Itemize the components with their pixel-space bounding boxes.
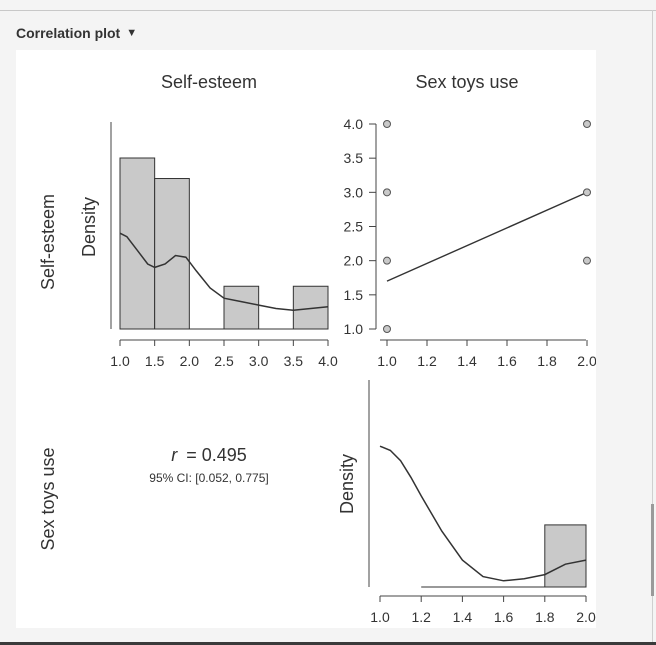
scatter-point xyxy=(583,120,591,128)
x-tick-label: 1.5 xyxy=(145,353,165,369)
plot-area: Self-esteem Sex toys use Self-esteem Sex… xyxy=(16,50,596,628)
y-tick-label: 1.0 xyxy=(344,321,364,337)
x-tick-label: 3.0 xyxy=(249,353,269,369)
scatter-point xyxy=(383,188,391,197)
x-tick-label: 3.5 xyxy=(284,353,304,369)
density-label-self-esteem: Density xyxy=(79,197,99,257)
y-tick-label: 1.5 xyxy=(344,287,364,303)
sex-toys-use-histogram: Density 1.0 1.2 1.4 1.6 1.8 2.0 xyxy=(337,380,596,625)
column-title-sex-toys-use: Sex toys use xyxy=(415,72,518,92)
self-esteem-density-curve xyxy=(119,232,329,311)
density-label-sex-toys-use: Density xyxy=(337,454,357,514)
r-symbol: r xyxy=(171,445,178,465)
row-title-self-esteem: Self-esteem xyxy=(38,194,58,290)
scatter-point xyxy=(383,325,391,333)
top-divider xyxy=(0,10,656,11)
scatter-point xyxy=(583,256,591,265)
x-tick-label: 2.0 xyxy=(180,353,200,369)
sex-toys-use-density-curve xyxy=(379,445,587,582)
bottom-divider xyxy=(0,642,656,645)
section-title: Correlation plot xyxy=(16,25,121,41)
histogram-bar xyxy=(119,157,156,330)
x-tick-label: 1.4 xyxy=(457,353,477,369)
caret-down-icon[interactable]: ▼ xyxy=(126,27,138,39)
x-tick-label: 1.0 xyxy=(370,609,390,625)
scrollbar-grip[interactable] xyxy=(651,504,654,596)
histogram-bar xyxy=(154,178,190,330)
column-title-self-esteem: Self-esteem xyxy=(161,72,257,92)
regression-line xyxy=(386,191,588,282)
x-tick-label: 2.0 xyxy=(577,353,596,369)
histogram-bar xyxy=(544,524,587,588)
y-tick-label: 3.5 xyxy=(344,150,364,166)
x-tick-label: 2.5 xyxy=(214,353,234,369)
confidence-interval: 95% CI: [0.052, 0.775] xyxy=(149,471,268,485)
correlation-r: r = 0.495 xyxy=(171,445,247,465)
histogram-bar xyxy=(223,285,260,330)
x-tick-label: 1.0 xyxy=(377,353,397,369)
x-tick-label: 1.4 xyxy=(453,609,473,625)
correlation-plot-header[interactable]: Correlation plot ▼ xyxy=(16,24,137,42)
x-tick-label: 1.2 xyxy=(417,353,437,369)
x-tick-label: 1.6 xyxy=(494,609,514,625)
scatter-point xyxy=(583,188,591,197)
x-tick-label: 1.8 xyxy=(535,609,555,625)
scatter-point xyxy=(383,256,391,265)
correlation-matrix: Self-esteem Sex toys use Self-esteem Sex… xyxy=(38,72,596,625)
x-tick-label: 4.0 xyxy=(318,353,338,369)
y-tick-label: 4.0 xyxy=(344,116,364,132)
x-tick-label: 1.6 xyxy=(497,353,517,369)
x-tick-label: 1.2 xyxy=(411,609,431,625)
y-tick-label: 2.0 xyxy=(344,253,364,269)
y-tick-label: 2.5 xyxy=(344,219,364,235)
scatter-point xyxy=(383,120,391,128)
correlation-panel: r = 0.495 95% CI: [0.052, 0.775] xyxy=(149,445,268,485)
row-title-sex-toys-use: Sex toys use xyxy=(38,447,58,550)
self-esteem-histogram: Density 1.0 1.5 2.0 2.5 3.0 3.5 4.0 xyxy=(79,122,338,369)
x-tick-label: 2.0 xyxy=(576,609,596,625)
r-value: = 0.495 xyxy=(186,445,247,465)
scatter-panel: 1.0 1.5 2.0 2.5 3.0 3.5 4.0 1.0 1.2 1.4 1.6 1.8 2.0 xyxy=(344,116,596,369)
x-tick-label: 1.8 xyxy=(537,353,557,369)
x-tick-label: 1.0 xyxy=(110,353,130,369)
right-divider xyxy=(652,10,653,645)
y-tick-label: 3.0 xyxy=(344,184,364,200)
